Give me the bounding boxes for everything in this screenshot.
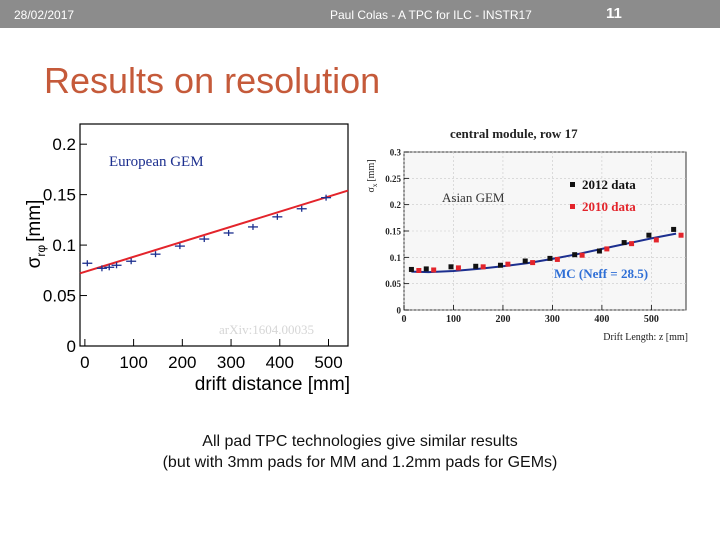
left-x-tick-label: 300 [217,353,245,372]
point-2012-data [448,264,454,270]
point-2010-data [530,260,536,266]
left-x-tick-label: 200 [168,353,196,372]
european-gem-plot: 0 100 200 300 400 500 0 0.05 0.1 0.15 0.2 European… [24,123,350,395]
left-ylabel-sub: rφ [34,245,48,257]
page-number: 11 [606,5,622,22]
presentation-title: Paul Colas - A TPC for ILC - INSTR17 [330,8,532,22]
left-ylabel-sigma: σ [24,256,45,268]
point-2012-data [473,263,479,269]
right-y-tick-label: 0.25 [385,174,401,184]
left-data-point [321,194,332,201]
left-annotation: European GEM [109,154,204,170]
point-2012-data [497,262,503,268]
point-2010-data [416,268,422,273]
slide-caption: All pad TPC technologies give similar re… [120,431,600,473]
point-2010-data [554,256,560,262]
european-gem-chart: 0 100 200 300 400 500 0 0.05 0.1 0.15 0.2 European… [14,118,362,400]
caption-line-2: (but with 3mm pads for MM and 1.2mm pads… [162,454,558,471]
left-data-point [296,205,307,212]
point-2010-data [431,267,437,273]
right-x-tick-label: 300 [545,314,560,325]
right-ylabel: σx [mm] [366,159,379,192]
left-ylabel: σrφ [mm] [24,200,48,269]
left-watermark: arXiv:1604.00035 [219,322,314,337]
point-2012-data [621,240,627,246]
left-x-tick-label: 100 [119,353,147,372]
right-y-tick-label: 0.05 [385,279,401,289]
right-x-tick-label: 500 [644,314,659,325]
point-2010-data [653,237,659,243]
right-fit-label: MC (Neff = 28.5) [554,266,648,281]
left-data-point [111,262,122,269]
right-ylabel-unit: [mm] [366,159,377,181]
left-y-tick-label: 0.2 [52,135,76,154]
point-2012-data [522,258,528,264]
point-2012-data [671,226,677,232]
asian-gem-chart: 0 100 200 300 400 500 0 0.05 0.1 0.15 0.2 0.25 0.3 c… [362,118,692,346]
right-ylabel-sigma: σ [366,187,377,193]
right-x-tick-label: 200 [495,314,510,325]
right-y-tick-label: 0.15 [385,227,401,237]
point-2010-data [480,264,486,270]
right-x-tick-label: 400 [594,314,609,325]
left-ylabel-unit: [mm] [24,200,45,242]
left-y-tick-label: 0 [67,337,76,356]
left-data-point [199,236,210,243]
right-annotation: Asian GEM [442,190,505,205]
right-y-tick-label: 0.1 [390,253,402,263]
caption-line-1: All pad TPC technologies give similar re… [202,433,518,450]
asian-gem-plot: 0 100 200 300 400 500 0 0.05 0.1 0.15 0.2 0.25 0.3 c… [366,126,688,343]
legend-2012-marker [570,182,575,187]
right-y-tick-label: 0.2 [390,200,402,210]
point-2010-data [604,246,610,252]
legend-2012-label: 2012 data [582,177,636,192]
slide-date: 28/02/2017 [14,8,75,22]
point-2010-data [455,265,461,271]
point-2012-data [408,266,414,272]
point-2010-data [629,241,635,247]
left-x-tick-label: 0 [80,353,89,372]
left-data-point [223,229,234,236]
left-data-point [150,251,161,258]
left-fit-line [79,189,349,275]
left-y-tick-label: 0.05 [43,287,76,306]
left-xlabel: drift distance [mm] [195,374,350,395]
right-title: central module, row 17 [450,126,578,141]
point-2010-data [579,252,585,258]
point-2012-data [572,252,578,258]
left-data-point [104,264,115,271]
point-2012-data [646,232,652,238]
left-y-tick-label: 0.15 [43,186,76,205]
left-data-point [82,260,93,267]
right-xlabel: Drift Length: z [mm] [603,332,688,343]
right-ylabel-sub: x [371,183,379,187]
point-2010-data [505,261,511,267]
left-data-point [96,265,107,272]
left-y-tick-label: 0.1 [52,236,76,255]
left-data-point [126,258,137,265]
point-2010-data [678,232,684,238]
legend-2010-label: 2010 data [582,199,636,214]
right-x-tick-label: 0 [402,314,407,325]
left-data-point [247,223,258,230]
legend-2010-marker [570,204,575,209]
slide-title: Results on resolution [44,60,381,101]
right-x-tick-label: 100 [446,314,461,325]
left-data-point [272,213,283,220]
right-y-tick-label: 0.3 [390,148,402,158]
header-bar: 28/02/2017 Paul Colas - A TPC for ILC - … [0,0,720,28]
point-2012-data [547,255,553,261]
left-data-point [174,243,185,250]
left-x-tick-label: 400 [266,353,294,372]
left-plot-frame [79,123,349,347]
point-2012-data [596,248,602,254]
point-2012-data [423,266,429,272]
left-x-tick-label: 500 [314,353,342,372]
right-y-tick-label: 0 [397,306,402,316]
